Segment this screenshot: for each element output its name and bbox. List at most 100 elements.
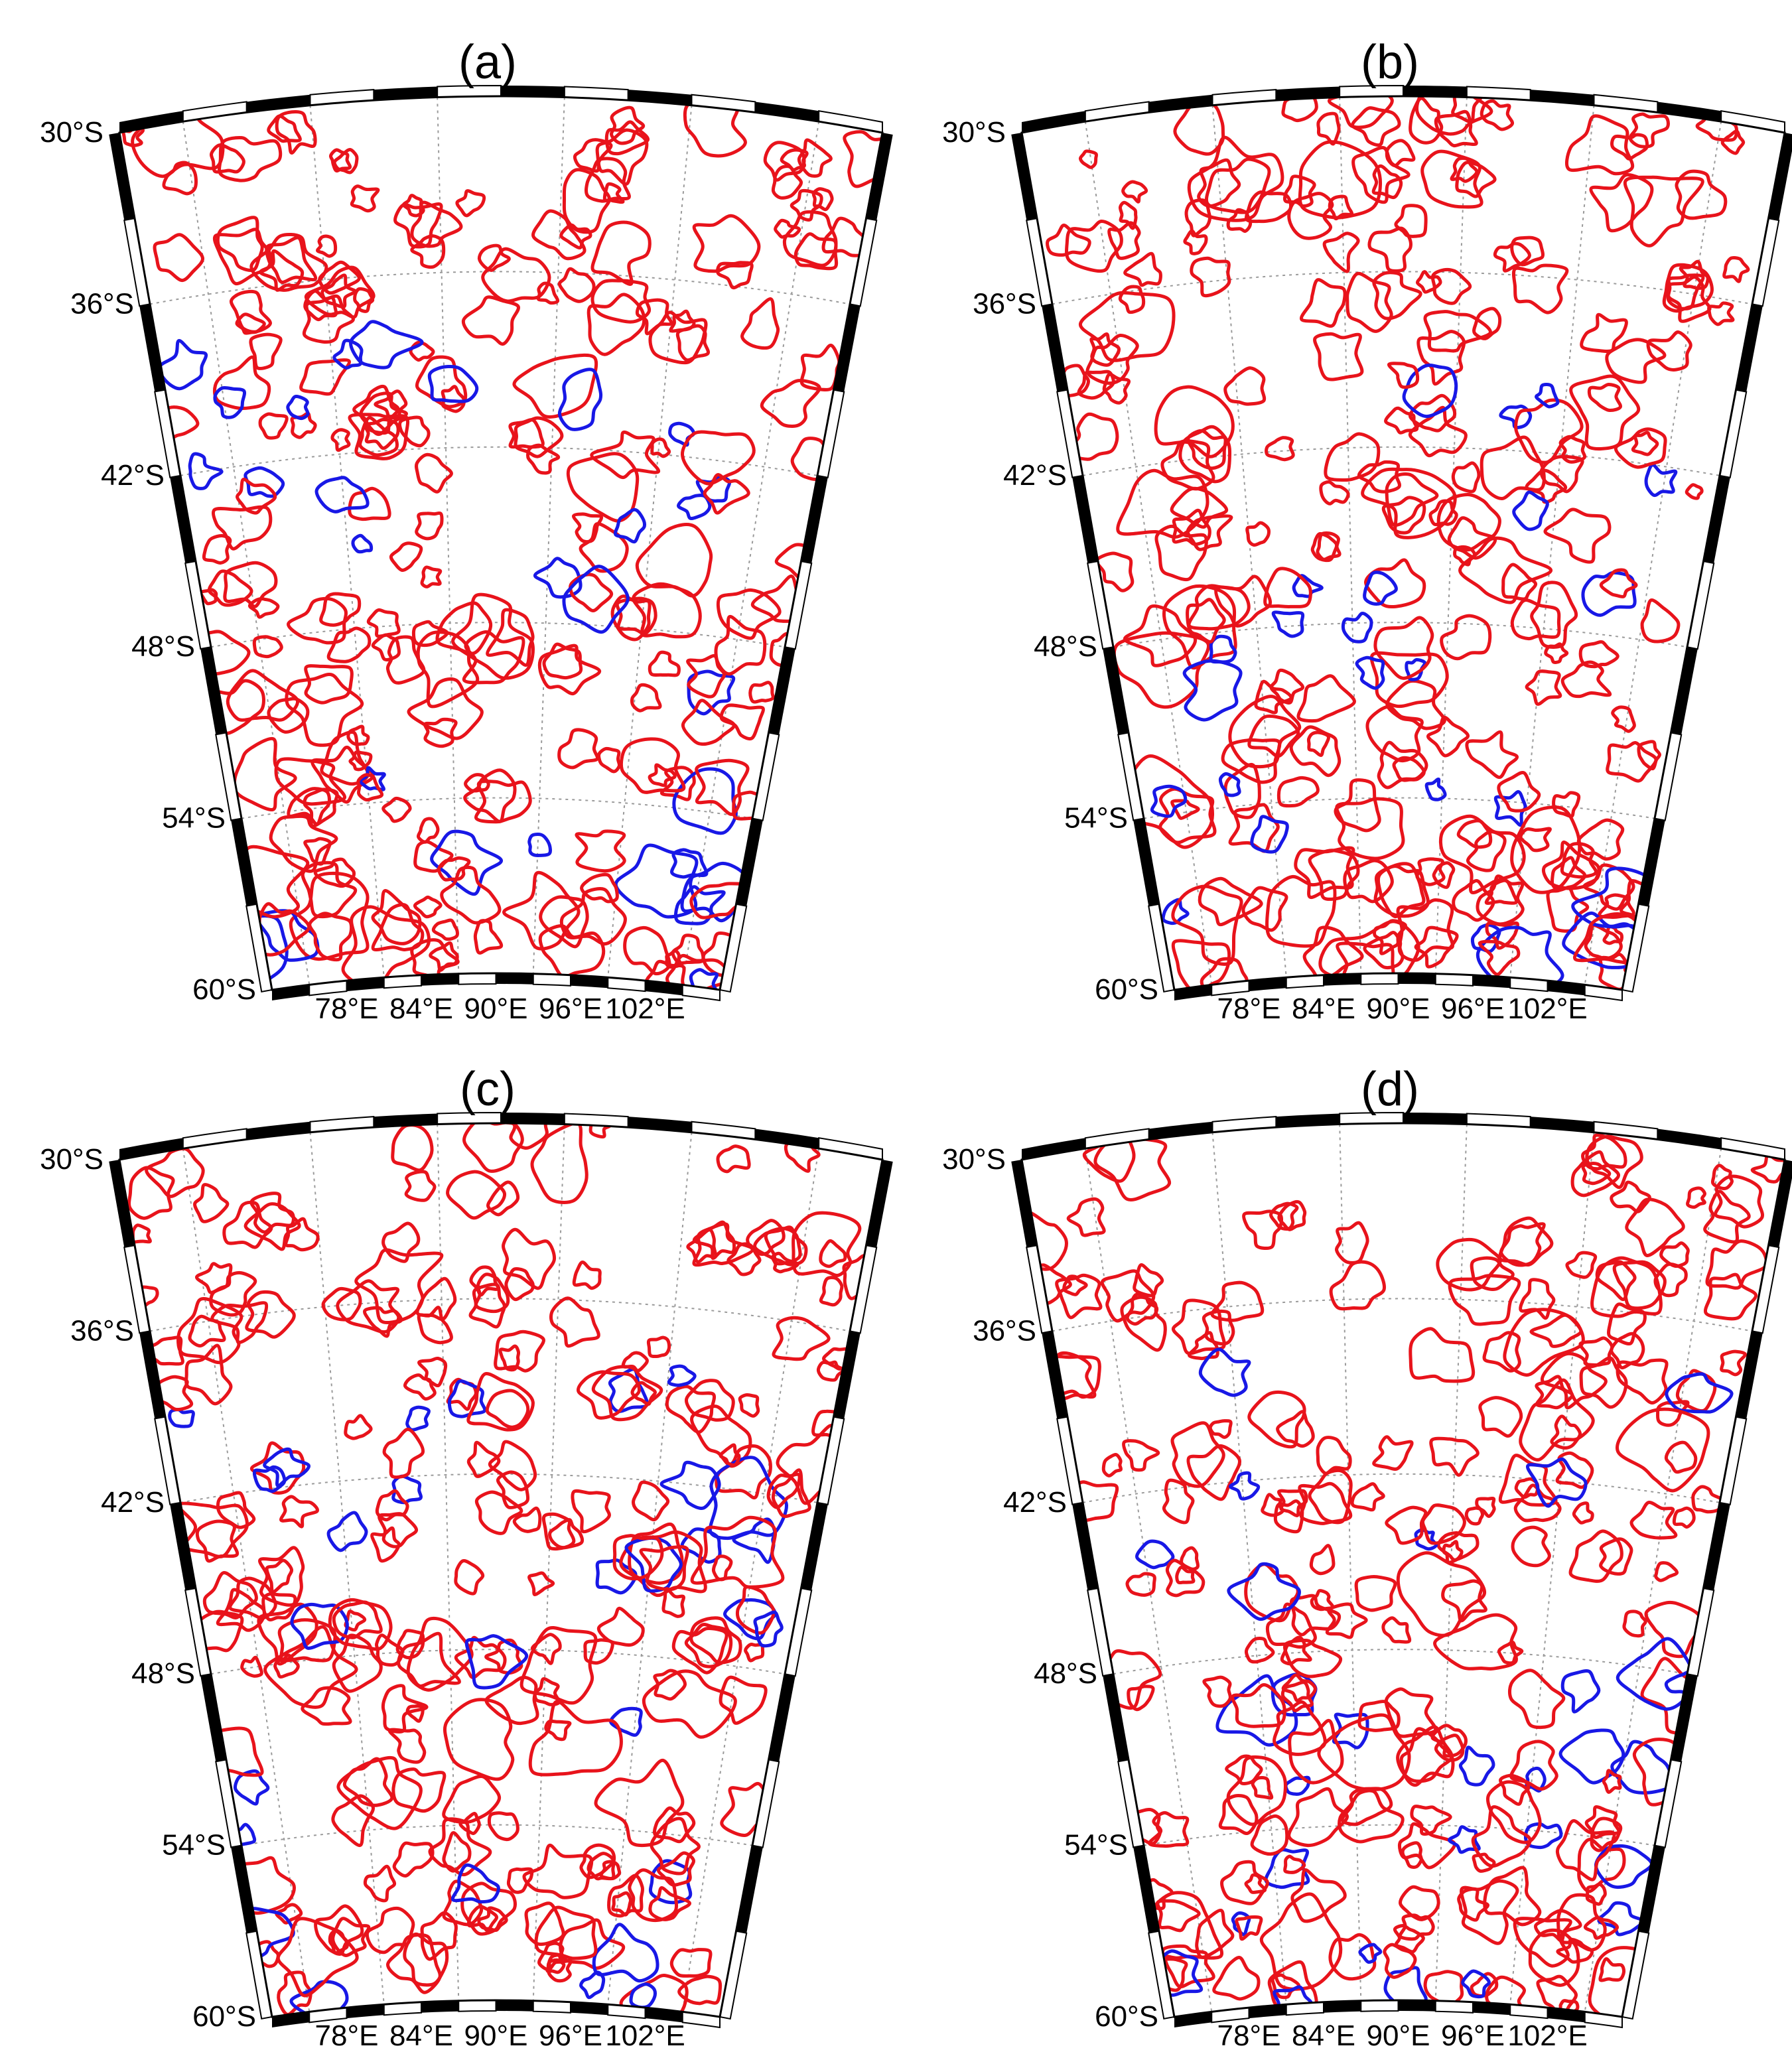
map-panel-d: (d) 30°S 36°S 42°S 48°S 54°S 60°S 78°E 84°E 90°E 9… bbox=[942, 1063, 1792, 2052]
positive-contour bbox=[506, 1867, 534, 1894]
positive-contour bbox=[1190, 256, 1231, 298]
positive-contour bbox=[1244, 1873, 1267, 1894]
positive-contour bbox=[1672, 1506, 1696, 1529]
negative-contour bbox=[427, 364, 479, 403]
positive-contour bbox=[590, 430, 660, 480]
positive-contour bbox=[1210, 1280, 1265, 1322]
positive-contour bbox=[1409, 96, 1444, 145]
positive-contour bbox=[216, 1491, 256, 1529]
positive-contour bbox=[350, 184, 380, 213]
positive-contour bbox=[799, 344, 841, 391]
positive-contour bbox=[409, 340, 435, 362]
positive-contour bbox=[1383, 1943, 1417, 1979]
latitude-label: 36°S bbox=[70, 287, 134, 320]
positive-contour bbox=[1101, 1453, 1123, 1477]
positive-contour bbox=[1186, 598, 1226, 644]
positive-contour bbox=[772, 1316, 831, 1361]
positive-contour bbox=[1376, 862, 1426, 919]
positive-contour bbox=[671, 933, 705, 965]
positive-contour bbox=[1578, 640, 1620, 669]
positive-contour bbox=[276, 1917, 359, 1998]
positive-contour bbox=[1351, 106, 1401, 147]
positive-contour bbox=[451, 592, 535, 680]
positive-contour bbox=[267, 114, 302, 143]
positive-contour bbox=[279, 1495, 319, 1529]
positive-contour bbox=[632, 1480, 670, 1522]
positive-contour bbox=[776, 1424, 859, 1505]
positive-contour bbox=[1254, 679, 1293, 715]
positive-contour bbox=[1451, 461, 1481, 494]
negative-contour bbox=[1526, 1457, 1588, 1508]
positive-contour bbox=[1585, 1882, 1607, 1906]
negative-contour bbox=[464, 1634, 529, 1690]
positive-contour bbox=[502, 870, 581, 951]
positive-contour bbox=[249, 332, 283, 370]
positive-contour bbox=[1381, 496, 1426, 535]
positive-contour bbox=[1493, 241, 1531, 273]
positive-contour bbox=[245, 1290, 296, 1339]
positive-contour bbox=[590, 220, 652, 286]
positive-contour bbox=[363, 417, 400, 450]
latitude-label: 36°S bbox=[973, 1314, 1036, 1347]
longitude-gridline bbox=[532, 97, 565, 974]
positive-contour bbox=[486, 1180, 520, 1217]
negative-contour bbox=[1616, 1637, 1694, 1711]
positive-contour bbox=[689, 882, 750, 920]
positive-contour bbox=[1436, 493, 1501, 552]
positive-contour bbox=[218, 135, 283, 182]
positive-contour bbox=[1625, 1198, 1685, 1257]
positive-contour bbox=[477, 243, 511, 272]
positive-contour bbox=[1510, 236, 1545, 267]
positive-contour bbox=[259, 249, 305, 292]
positive-contour bbox=[1317, 1713, 1411, 1791]
latitude-label: 30°S bbox=[942, 116, 1006, 149]
positive-contour bbox=[1675, 169, 1728, 220]
positive-contour bbox=[1077, 370, 1115, 400]
negative-contour bbox=[670, 848, 709, 879]
positive-contour bbox=[1610, 1180, 1651, 1213]
positive-contour bbox=[1457, 1887, 1489, 1922]
positive-contour bbox=[604, 120, 650, 156]
positive-contour bbox=[216, 1588, 266, 1632]
positive-contour bbox=[1498, 1216, 1554, 1267]
positive-contour bbox=[1396, 1725, 1454, 1783]
positive-contour bbox=[1373, 616, 1434, 680]
positive-contour bbox=[630, 683, 662, 713]
positive-contour bbox=[417, 817, 440, 844]
positive-contour bbox=[1482, 1331, 1521, 1373]
positive-contour bbox=[1122, 1439, 1160, 1472]
positive-contour bbox=[562, 168, 611, 234]
positive-contour bbox=[1154, 524, 1208, 582]
positive-contour bbox=[1542, 840, 1601, 890]
latitude-label: 54°S bbox=[162, 1829, 226, 1862]
positive-contour bbox=[1363, 931, 1405, 970]
latitude-gridline bbox=[1143, 797, 1655, 819]
positive-contour bbox=[415, 1276, 457, 1322]
longitude-gridline bbox=[532, 1124, 565, 2001]
positive-contour bbox=[127, 1166, 175, 1220]
negative-contour bbox=[1218, 772, 1241, 797]
negative-contour bbox=[1271, 610, 1305, 638]
positive-contour bbox=[455, 189, 486, 218]
positive-contour bbox=[1265, 874, 1337, 948]
positive-contour bbox=[1570, 1150, 1620, 1198]
positive-contour bbox=[249, 1192, 295, 1234]
positive-contour bbox=[410, 234, 446, 269]
positive-contour bbox=[308, 912, 354, 962]
positive-contour bbox=[538, 924, 606, 979]
negative-contour bbox=[286, 395, 310, 421]
latitude-gridline bbox=[1082, 446, 1720, 476]
positive-contour bbox=[458, 1812, 481, 1836]
negative-contour bbox=[667, 1364, 697, 1387]
negative-contour bbox=[1534, 383, 1560, 409]
positive-contour bbox=[1231, 1683, 1286, 1728]
positive-contour bbox=[1485, 1780, 1542, 1844]
positive-contour bbox=[1287, 1787, 1349, 1848]
positive-contour bbox=[1556, 1893, 1607, 1952]
positive-contour bbox=[1198, 876, 1263, 927]
positive-contour bbox=[1501, 563, 1538, 601]
positive-contour bbox=[1093, 1137, 1171, 1201]
positive-contour bbox=[193, 1183, 230, 1223]
latitude-label: 60°S bbox=[1095, 973, 1158, 1006]
negative-contour bbox=[1405, 657, 1427, 681]
